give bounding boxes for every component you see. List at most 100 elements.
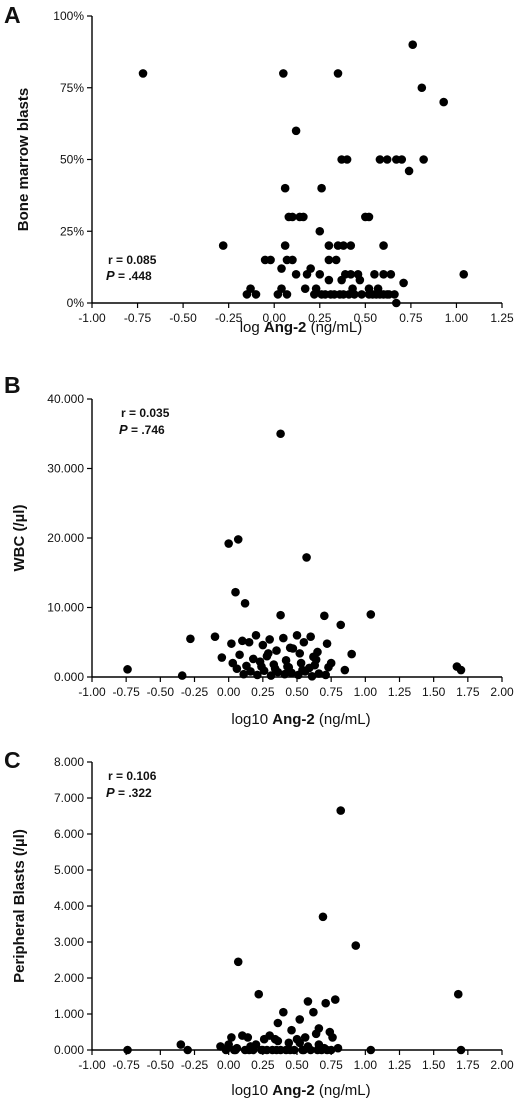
x-axis-title: log10 Ang-2 (ng/mL): [231, 711, 370, 728]
scatter-point: [379, 241, 388, 250]
scatter-point: [340, 665, 350, 675]
x-tick-label: 1.75: [456, 685, 480, 699]
scatter-point: [288, 644, 298, 653]
scatter-point: [321, 998, 331, 1008]
x-tick-label: 1.00: [354, 685, 378, 699]
scatter-point: [399, 278, 408, 288]
y-axis-title: WBC (/µl): [11, 505, 28, 572]
scatter-point: [324, 241, 334, 250]
scatter-point: [404, 166, 414, 176]
stat-r-label: r = 0.106: [108, 769, 157, 783]
y-tick-label: 40.000: [47, 392, 84, 406]
scatter-point: [273, 1018, 283, 1028]
scatter-point: [280, 183, 290, 193]
scatter-point: [273, 1036, 283, 1046]
scatter-point: [259, 1034, 269, 1044]
scatter-point: [330, 995, 340, 1004]
scatter-point: [295, 1038, 305, 1048]
y-tick-label: 4.000: [54, 899, 84, 913]
x-tick-label: 1.25: [490, 311, 514, 325]
y-tick-label: 100%: [53, 9, 84, 23]
scatter-point: [284, 1038, 294, 1048]
scatter-point: [177, 671, 187, 680]
scatter-point: [318, 912, 328, 922]
scatter-point: [244, 637, 254, 647]
x-tick-label: -0.75: [112, 685, 140, 699]
x-tick-label: 0.50: [354, 311, 378, 325]
scatter-point: [295, 649, 305, 658]
scatter-point: [302, 553, 311, 562]
scatter-point: [303, 997, 313, 1006]
scatter-point: [244, 1045, 254, 1055]
scatter-point: [270, 664, 280, 673]
scatter-point: [238, 636, 247, 646]
scatter-point: [251, 290, 261, 299]
scatter-point: [379, 270, 388, 279]
x-tick-label: -1.00: [78, 1058, 106, 1072]
scatter-point: [251, 1040, 261, 1049]
y-tick-label: 6.000: [54, 827, 84, 841]
scatter-point: [279, 633, 288, 643]
scatter-point: [309, 1007, 318, 1017]
scatter-point: [299, 637, 309, 647]
scatter-point: [456, 665, 466, 675]
scatter-point: [397, 155, 407, 164]
y-tick-label: 10.000: [47, 601, 84, 615]
scatter-point: [264, 649, 273, 658]
scatter-point: [351, 941, 361, 950]
scatter-point: [123, 665, 132, 674]
scatter-point: [276, 610, 285, 620]
x-tick-label: -0.25: [181, 1058, 209, 1072]
scatter-point: [311, 655, 321, 664]
scatter-point: [324, 255, 334, 265]
scatter-point: [233, 957, 243, 967]
scatter-point: [456, 1045, 466, 1055]
scatter-point: [313, 1045, 322, 1055]
x-tick-label: 0.50: [285, 685, 309, 699]
x-tick-label: 1.00: [354, 1058, 378, 1072]
scatter-point: [311, 1029, 321, 1039]
scatter-point: [282, 290, 292, 299]
scatter-point: [279, 69, 288, 78]
x-tick-label: 0.00: [263, 311, 287, 325]
scatter-point: [246, 667, 255, 676]
x-axis-title: log Ang-2 (ng/mL): [240, 319, 363, 336]
scatter-point: [346, 241, 356, 250]
scatter-point: [273, 290, 283, 299]
scatter-point: [266, 671, 276, 680]
panel-a: A -1.00 -0.75 -0.50 -0.25 0.00 0.25 0.50 0.75 1.…: [0, 0, 520, 360]
x-tick-label: 2.00: [490, 685, 514, 699]
scatter-point: [364, 212, 374, 222]
x-tick-label: 0.25: [308, 311, 332, 325]
x-tick-label: 0.75: [319, 685, 343, 699]
scatter-point: [366, 1045, 376, 1055]
y-tick-label: 0.000: [54, 670, 84, 684]
scatter-point: [344, 290, 354, 299]
y-tick-label: 0%: [67, 296, 85, 310]
scatter-point: [417, 83, 427, 93]
y-tick-label: 2.000: [54, 971, 84, 985]
x-tick-label: -0.25: [181, 685, 209, 699]
stat-p-label: P = .448: [106, 268, 152, 283]
panel-b-letter: B: [4, 372, 21, 398]
scatter-point: [258, 640, 268, 650]
scatter-point: [336, 806, 346, 815]
y-tick-label: 5.000: [54, 863, 84, 877]
y-tick-label: 75%: [60, 81, 84, 95]
scatter-point: [240, 599, 250, 608]
scatter-point: [310, 290, 319, 299]
scatter-point: [331, 255, 341, 265]
scatter-point: [272, 646, 281, 655]
y-tick-label: 0.000: [54, 1043, 84, 1057]
scatter-point: [224, 539, 233, 548]
scatter-point: [347, 649, 356, 659]
x-tick-label: 1.50: [422, 685, 446, 699]
scatter-point: [242, 290, 252, 299]
scatter-point: [280, 241, 290, 250]
x-tick-label: 0.25: [251, 1058, 275, 1072]
scatter-point: [277, 264, 286, 273]
scatter-point: [366, 610, 376, 619]
scatter-point: [284, 662, 294, 672]
scatter-point: [176, 1040, 186, 1049]
scatter-point: [317, 290, 326, 299]
